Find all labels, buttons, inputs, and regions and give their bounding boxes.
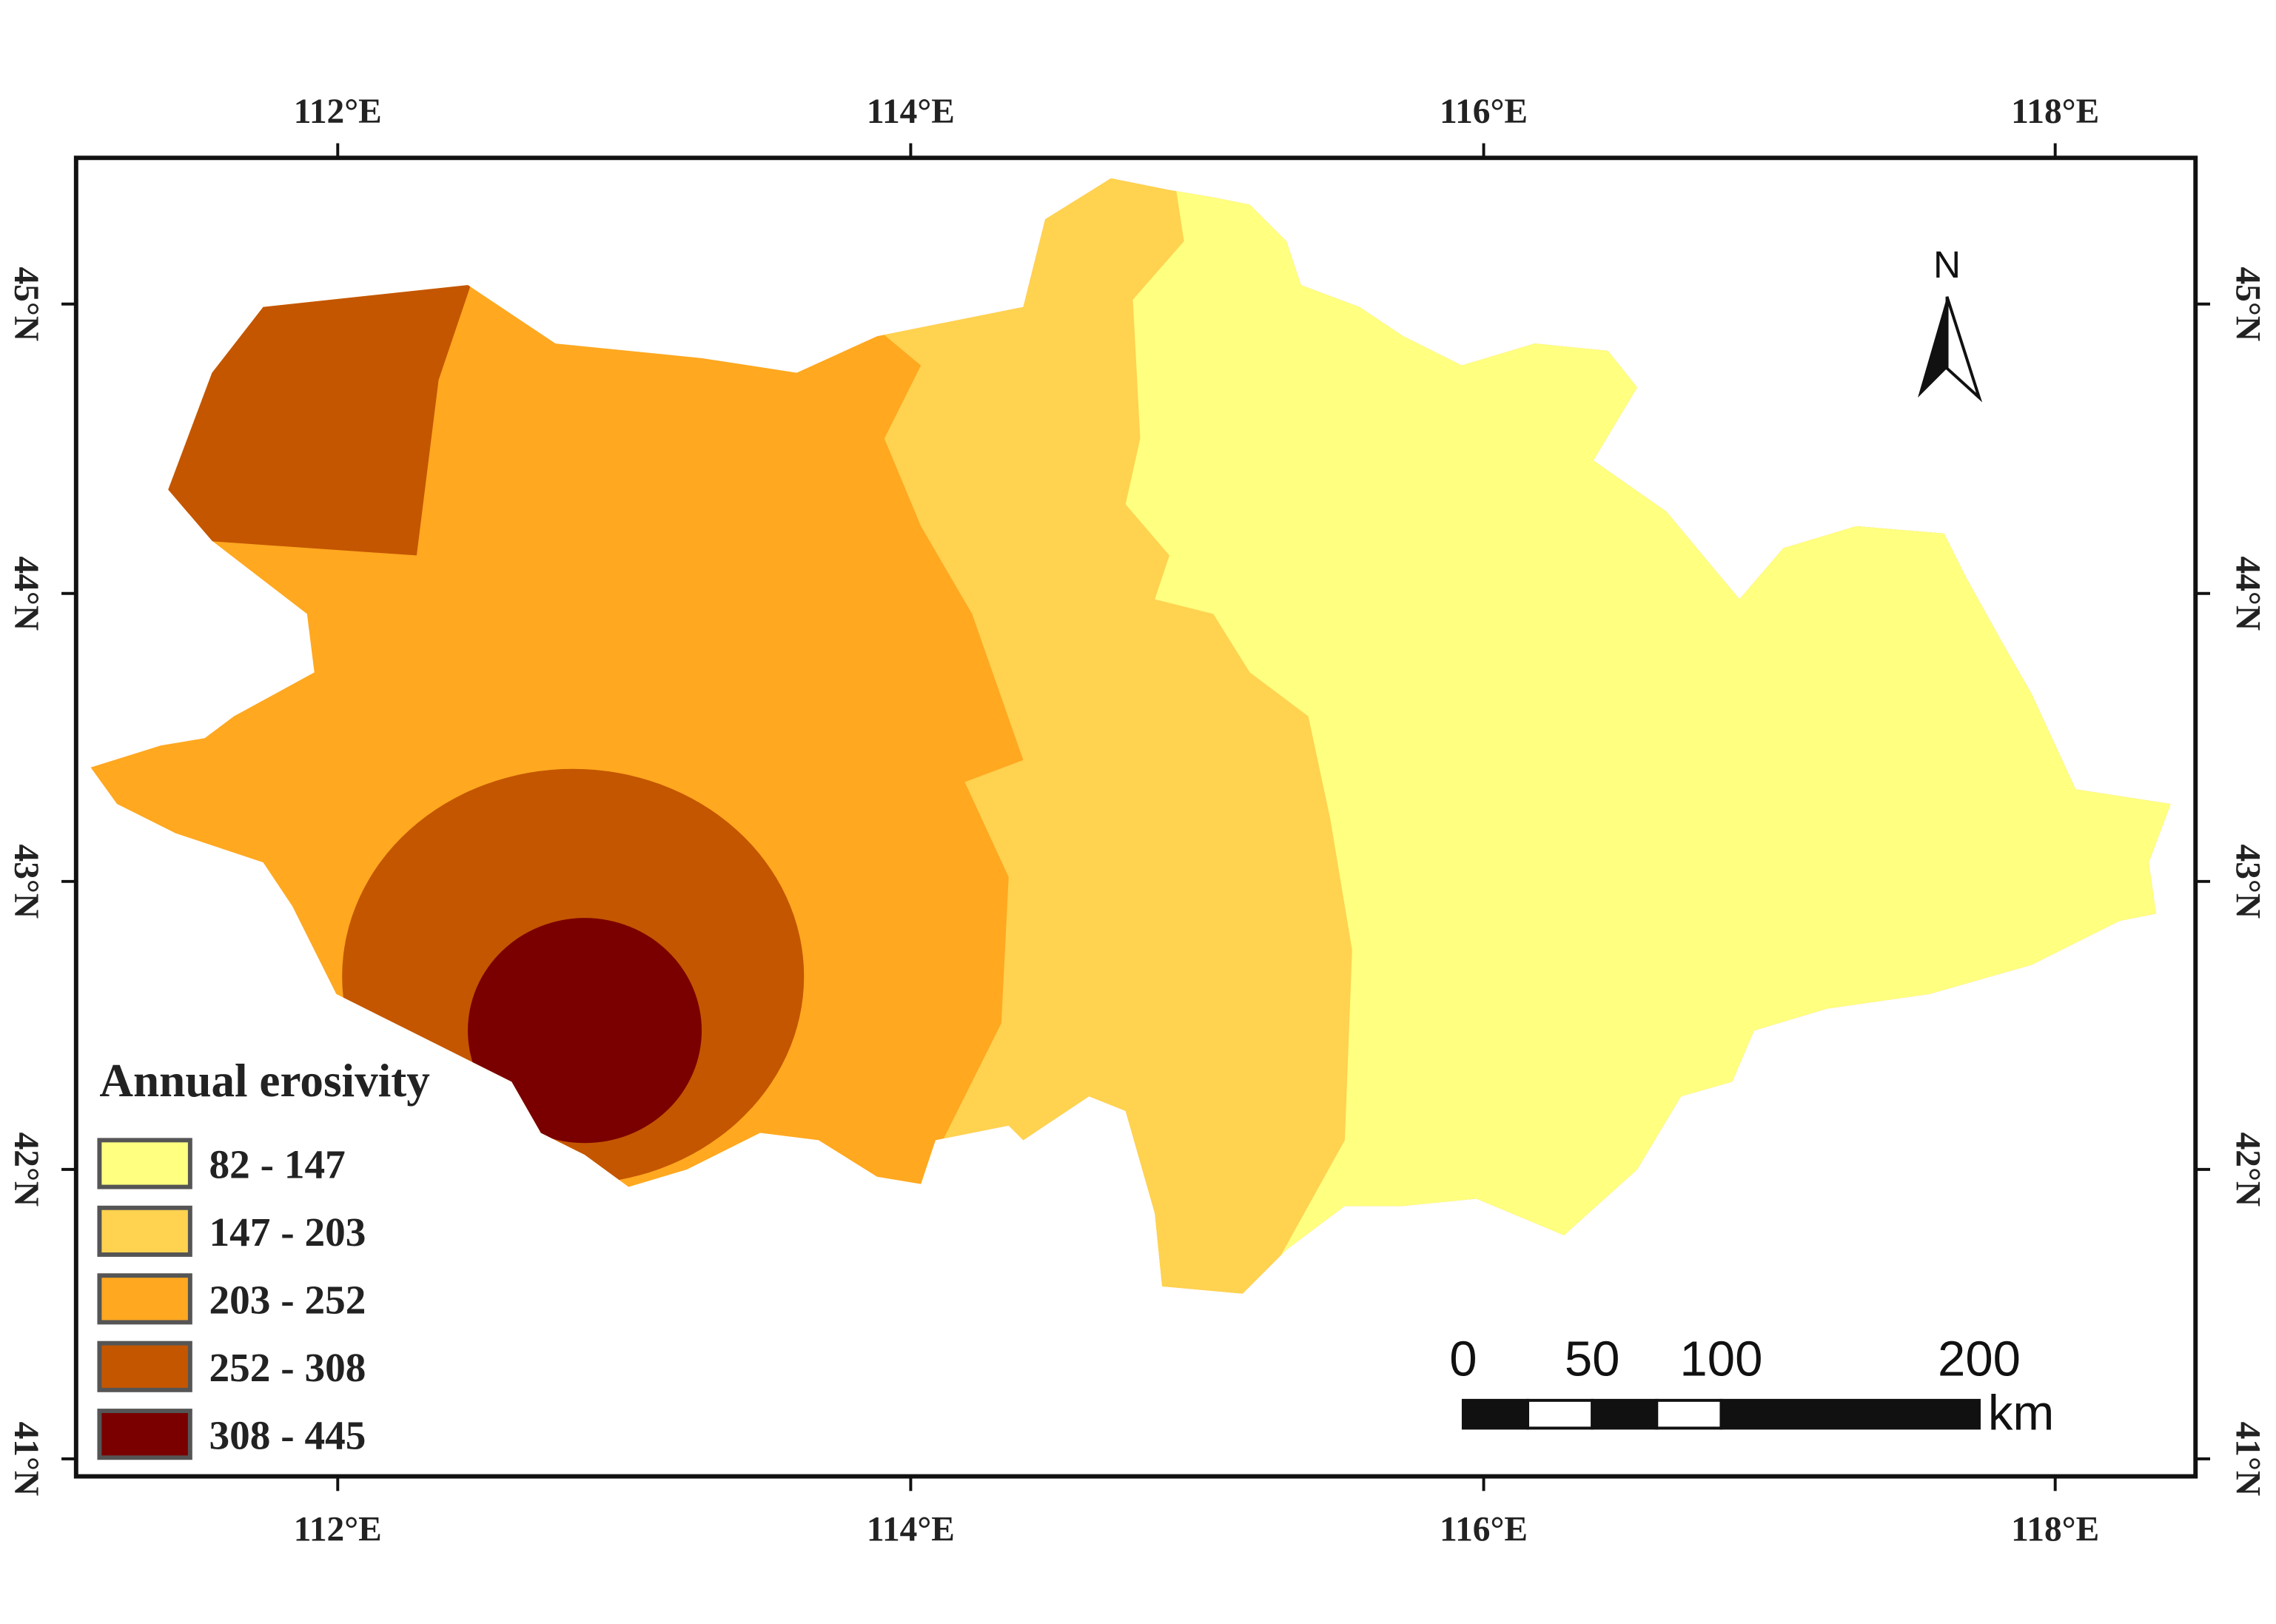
- legend: Annual erosivity 82 - 147 147 - 203 203 - …: [97, 1055, 430, 1460]
- x-tick-label: 116°E: [1440, 93, 1528, 131]
- y-tick-label: 43°N: [7, 845, 45, 919]
- legend-swatch: [97, 1138, 192, 1190]
- scale-segment: [1655, 1398, 1723, 1430]
- legend-swatch: [97, 1341, 192, 1392]
- x-tick-label: 116°E: [1440, 1510, 1528, 1548]
- scale-segment: [1719, 1398, 1981, 1430]
- scale-segment: [1461, 1398, 1530, 1430]
- x-tick-label: 114°E: [867, 1510, 955, 1548]
- y-tick-label: 44°N: [2229, 556, 2267, 631]
- x-tick-label: 112°E: [294, 93, 382, 131]
- legend-swatch: [97, 1273, 192, 1325]
- x-tick-label: 114°E: [867, 93, 955, 131]
- scale-segment: [1591, 1398, 1659, 1430]
- y-tick-label: 42°N: [2229, 1133, 2267, 1207]
- y-tick-label: 44°N: [7, 556, 45, 631]
- arrow-right: [1945, 296, 1983, 403]
- legend-label: 82 - 147: [209, 1142, 346, 1187]
- legend-swatch: [97, 1205, 192, 1257]
- zone: [468, 918, 702, 1144]
- y-tick-label: 41°N: [2229, 1422, 2267, 1497]
- x-tick-label: 112°E: [294, 1510, 382, 1548]
- legend-title: Annual erosivity: [99, 1055, 429, 1107]
- y-tick-label: 43°N: [2229, 845, 2267, 919]
- legend-swatch: [97, 1409, 192, 1460]
- y-tick-label: 45°N: [2229, 266, 2267, 341]
- legend-label: 308 - 445: [209, 1412, 366, 1457]
- x-tick-label: 118°E: [2011, 93, 2099, 131]
- scale-label: 0: [1449, 1331, 1477, 1386]
- scale-label: 50: [1565, 1331, 1620, 1386]
- scale-segment: [1526, 1398, 1594, 1430]
- legend-label: 203 - 252: [209, 1278, 366, 1323]
- north-label: N: [1933, 244, 1961, 286]
- y-tick-label: 42°N: [7, 1133, 45, 1207]
- scale-unit: km: [1988, 1385, 2054, 1440]
- scale-label: 100: [1679, 1331, 1762, 1386]
- y-tick-label: 45°N: [7, 266, 45, 341]
- legend-label: 147 - 203: [209, 1209, 366, 1255]
- x-tick-label: 118°E: [2011, 1510, 2099, 1548]
- legend-label: 252 - 308: [209, 1345, 366, 1390]
- scale-label: 200: [1938, 1331, 2021, 1386]
- y-tick-label: 41°N: [7, 1422, 45, 1497]
